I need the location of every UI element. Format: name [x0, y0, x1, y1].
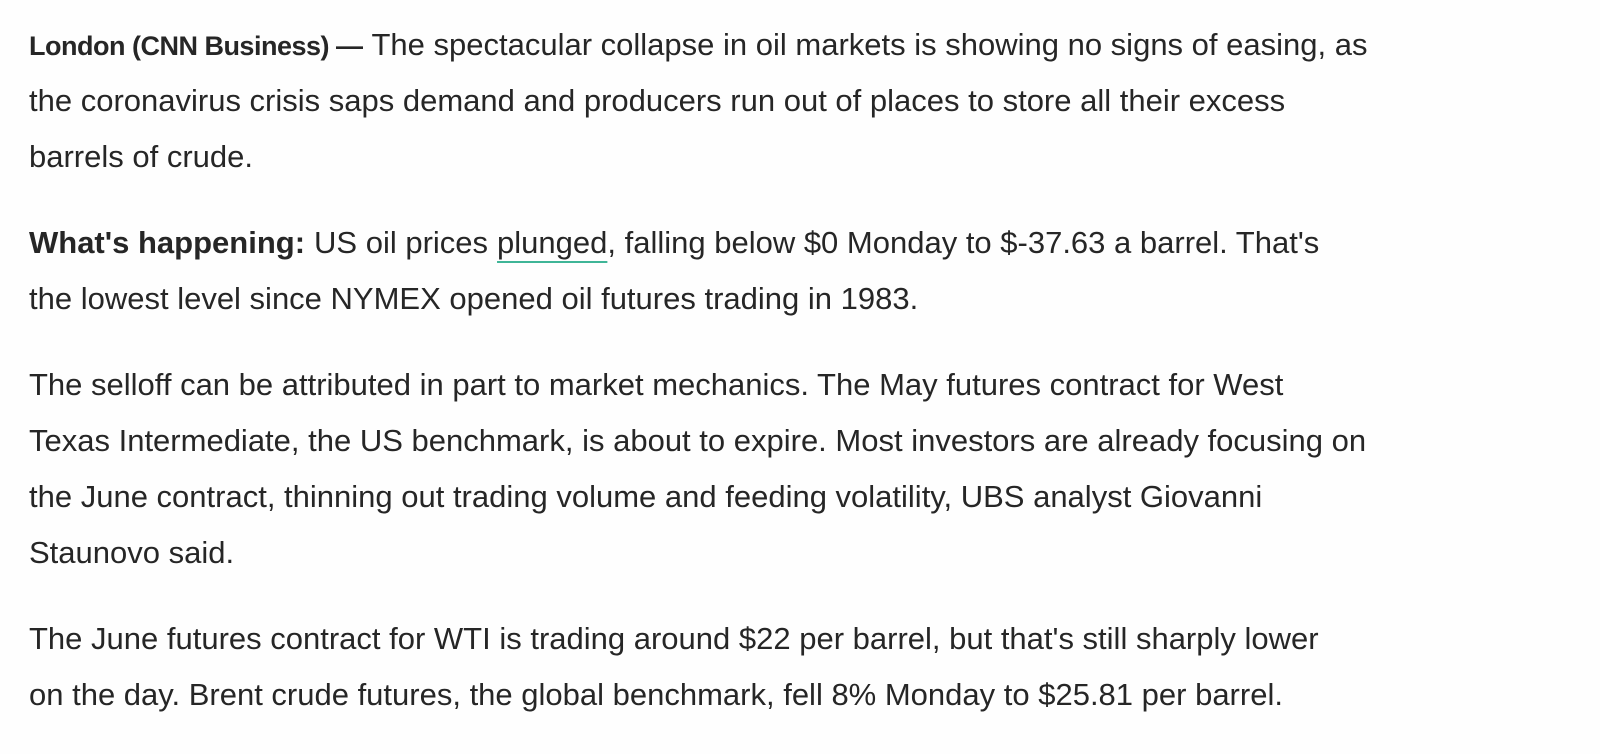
article: London (CNN Business) — The spectacular c…: [29, 17, 1589, 753]
text: the coronavirus crisis saps demand and p…: [29, 83, 1286, 118]
text-line: the lowest level since NYMEX opened oil …: [29, 271, 1589, 327]
paragraph: What's happening: US oil prices plunged, f…: [29, 215, 1589, 327]
text: Texas Intermediate, the US benchmark, is…: [29, 423, 1367, 458]
lead-text: London (CNN Business) —: [29, 31, 363, 61]
link[interactable]: plunged: [497, 225, 608, 260]
tight-text: , falling below $0 Monday to $-37.63 a b…: [607, 225, 1320, 260]
paragraph: London (CNN Business) — The spectacular c…: [29, 17, 1589, 185]
text-line: Texas Intermediate, the US benchmark, is…: [29, 413, 1589, 469]
paragraph: The selloff can be attributed in part to…: [29, 357, 1589, 581]
text: The spectacular collapse in oil markets …: [371, 27, 1368, 62]
text: barrels of crude.: [29, 139, 253, 174]
text: on the day. Brent crude futures, the glo…: [29, 677, 1283, 712]
text: the June contract, thinning out trading …: [29, 479, 1263, 514]
text-line: barrels of crude.: [29, 129, 1589, 185]
text-line: What's happening: US oil prices plunged, f…: [29, 215, 1589, 271]
text: Staunovo said.: [29, 535, 235, 570]
text-line: on the day. Brent crude futures, the glo…: [29, 667, 1589, 723]
bold-text: What's happening:: [29, 225, 306, 260]
text-line: London (CNN Business) — The spectacular c…: [29, 17, 1589, 73]
text: The selloff can be attributed in part to…: [29, 367, 1284, 402]
text: The June futures contract for WTI is tra…: [29, 621, 1319, 656]
paragraph: The June futures contract for WTI is tra…: [29, 611, 1589, 723]
text: the lowest level since NYMEX opened oil …: [29, 281, 919, 316]
text-line: The selloff can be attributed in part to…: [29, 357, 1589, 413]
text-line: the coronavirus crisis saps demand and p…: [29, 73, 1589, 129]
text: US oil prices: [314, 225, 489, 260]
text-line: the June contract, thinning out trading …: [29, 469, 1589, 525]
text-line: Staunovo said.: [29, 525, 1589, 581]
text-line: The June futures contract for WTI is tra…: [29, 611, 1589, 667]
